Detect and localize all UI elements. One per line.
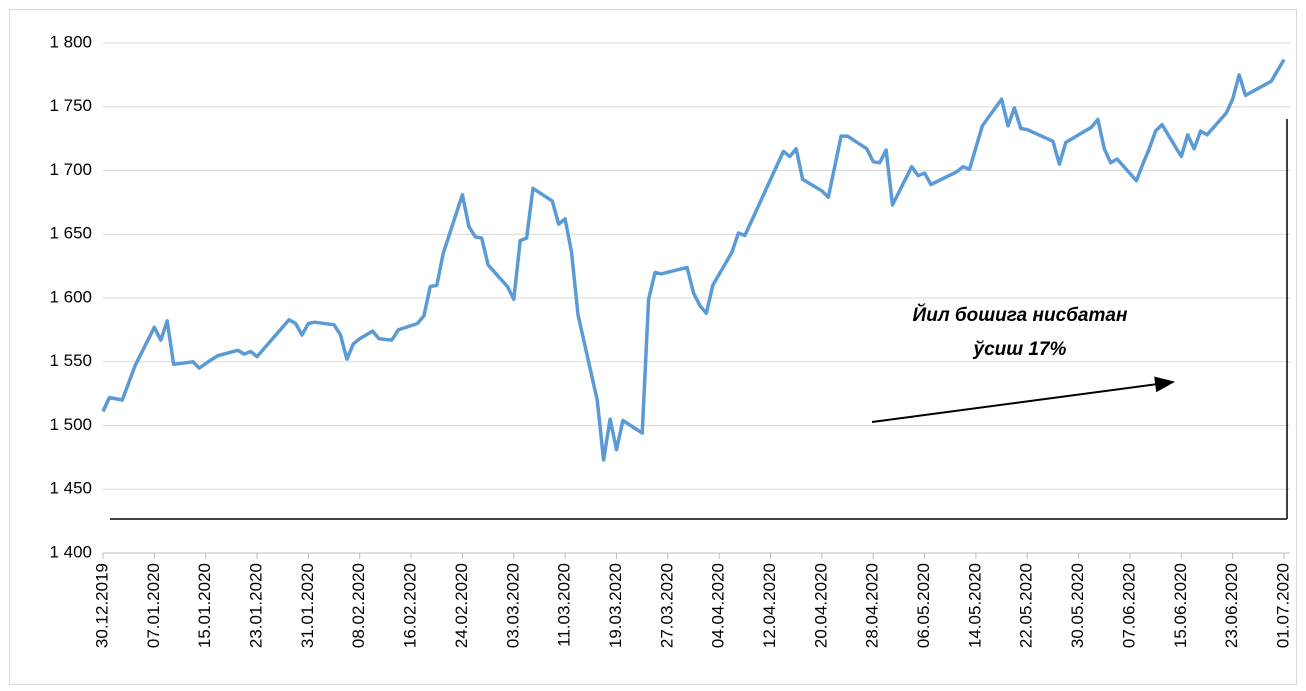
chart-border — [9, 9, 1297, 685]
x-tick-label: 30.05.2020 — [1068, 563, 1087, 648]
x-tick-label: 19.03.2020 — [606, 563, 625, 648]
y-tick-label: 1 500 — [49, 415, 92, 434]
y-tick-label: 1 400 — [49, 542, 92, 561]
trend-arrow — [871, 376, 1175, 423]
x-tick-label: 30.12.2019 — [92, 563, 111, 648]
x-tick-label: 28.04.2020 — [863, 563, 882, 648]
x-tick-label: 27.03.2020 — [657, 563, 676, 648]
x-tick-label: 24.02.2020 — [452, 563, 471, 648]
y-tick-label: 1 700 — [49, 160, 92, 179]
x-tick-label: 15.06.2020 — [1171, 563, 1190, 648]
x-tick-label: 08.02.2020 — [349, 563, 368, 648]
y-tick-label: 1 600 — [49, 287, 92, 306]
x-tick-label: 23.06.2020 — [1222, 563, 1241, 648]
x-tick-label: 11.03.2020 — [555, 563, 574, 647]
y-tick-label: 1 550 — [49, 351, 92, 370]
x-tick-label: 07.01.2020 — [144, 563, 163, 648]
annotation: ўсиш 17% — [973, 339, 1067, 360]
x-tick-label: 03.03.2020 — [503, 563, 522, 648]
y-tick-label: 1 800 — [49, 32, 92, 51]
annotation: Йил бошига нисбатан — [913, 304, 1128, 326]
x-tick-label: 23.01.2020 — [247, 563, 266, 648]
x-tick-label: 15.01.2020 — [195, 563, 214, 648]
y-tick-label: 1 750 — [49, 96, 92, 115]
x-tick-label: 22.05.2020 — [1017, 563, 1036, 648]
data-line — [101, 58, 1286, 462]
x-tick-label: 12.04.2020 — [760, 563, 779, 648]
x-tick-label: 20.04.2020 — [811, 563, 830, 648]
x-tick-label: 04.04.2020 — [709, 563, 728, 648]
x-tick-label: 06.05.2020 — [914, 563, 933, 648]
x-tick-label: 16.02.2020 — [401, 563, 420, 648]
y-tick-label: 1 450 — [49, 479, 92, 498]
x-tick-label: 14.05.2020 — [965, 563, 984, 648]
x-tick-label: 07.06.2020 — [1119, 563, 1138, 648]
x-tick-label: 01.07.2020 — [1273, 563, 1292, 648]
x-tick-label: 31.01.2020 — [298, 563, 317, 648]
y-tick-label: 1 650 — [49, 224, 92, 243]
